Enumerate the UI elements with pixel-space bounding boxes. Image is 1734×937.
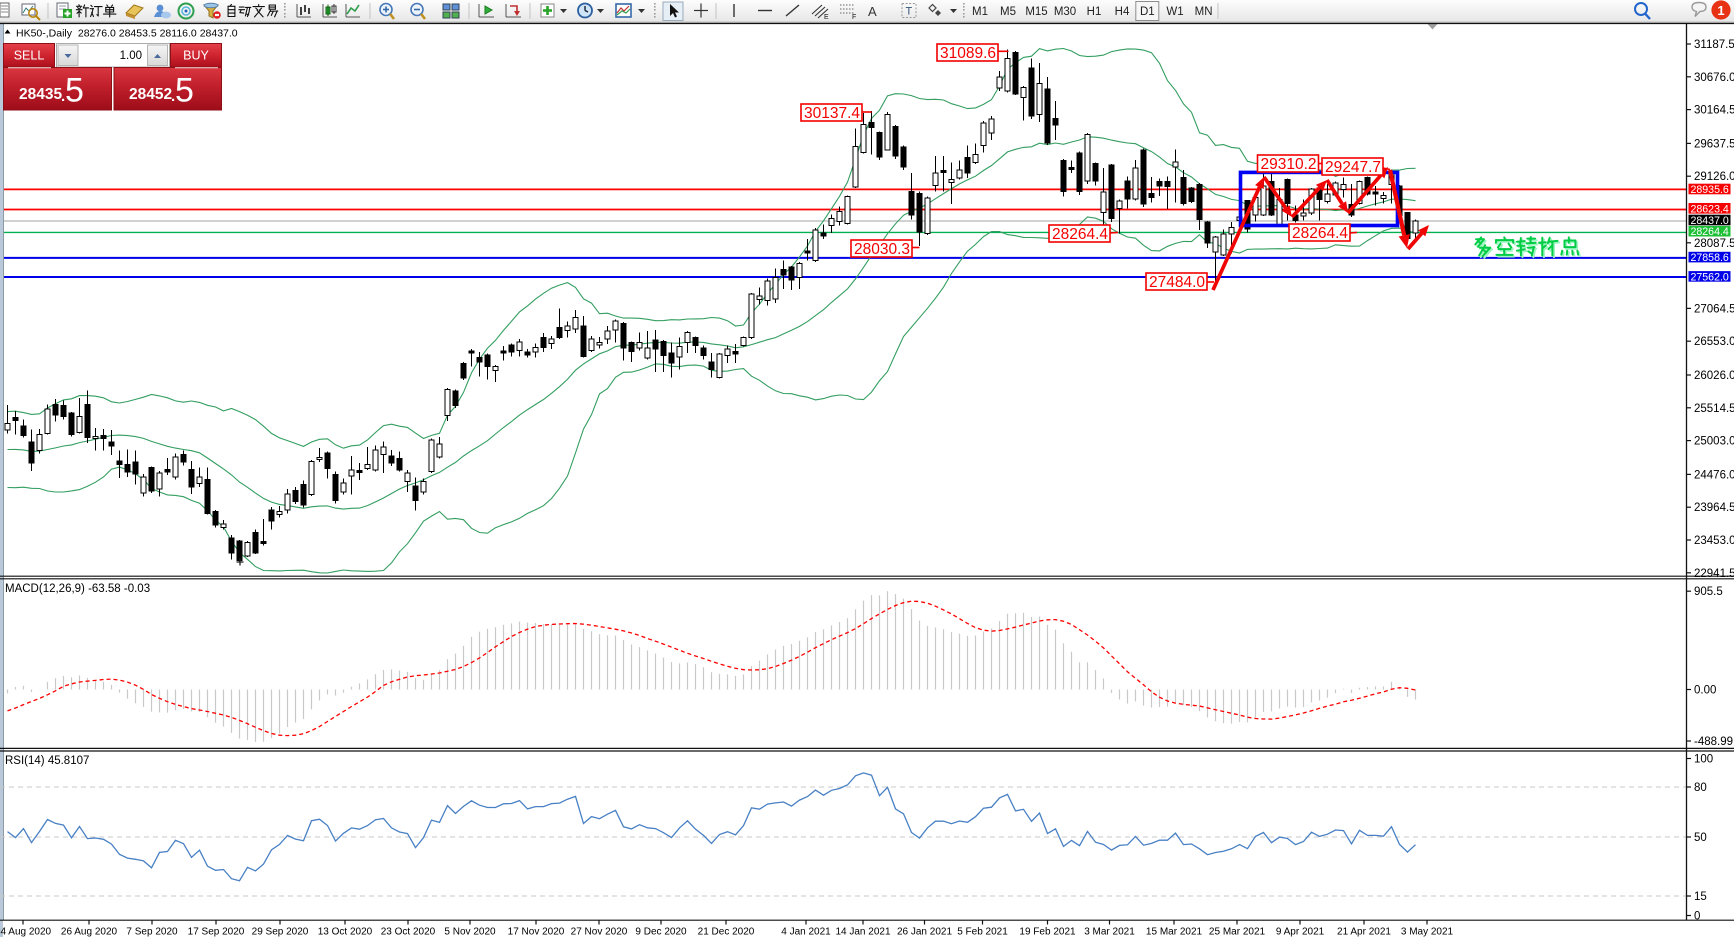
svg-text:M15: M15 (1025, 6, 1047, 18)
svg-text:.: . (171, 88, 175, 105)
svg-text:.: . (61, 88, 65, 105)
svg-text:29247.7: 29247.7 (1325, 159, 1381, 176)
svg-text:23 Oct 2020: 23 Oct 2020 (381, 927, 436, 937)
svg-text:3 May 2021: 3 May 2021 (1401, 927, 1454, 937)
svg-text:27562.0: 27562.0 (1691, 271, 1729, 283)
svg-text:31187.5: 31187.5 (1694, 39, 1734, 51)
svg-text:23964.5: 23964.5 (1694, 502, 1734, 514)
svg-text:28437.0: 28437.0 (1691, 215, 1729, 227)
svg-text:21 Apr 2021: 21 Apr 2021 (1337, 927, 1391, 937)
svg-text:29637.5: 29637.5 (1694, 138, 1734, 150)
svg-text:29126.0: 29126.0 (1694, 171, 1734, 183)
svg-text:5 Nov 2020: 5 Nov 2020 (444, 927, 496, 937)
svg-text:T: T (906, 6, 913, 18)
svg-text:BUY: BUY (183, 49, 209, 63)
svg-text:9 Dec 2020: 9 Dec 2020 (635, 927, 687, 937)
svg-text:14 Jan 2021: 14 Jan 2021 (835, 927, 890, 937)
svg-text:23453.0: 23453.0 (1694, 535, 1734, 547)
svg-text:9 Apr 2021: 9 Apr 2021 (1276, 927, 1325, 937)
svg-text:M5: M5 (1000, 6, 1016, 18)
svg-text:28264.4: 28264.4 (1691, 226, 1729, 238)
svg-text:24476.0: 24476.0 (1694, 469, 1734, 481)
svg-text:31089.6: 31089.6 (940, 45, 996, 62)
svg-text:100: 100 (1694, 754, 1713, 766)
svg-text:H1: H1 (1087, 6, 1102, 18)
svg-text:25514.5: 25514.5 (1694, 403, 1734, 415)
svg-text:27 Nov 2020: 27 Nov 2020 (571, 927, 628, 937)
svg-text:A: A (868, 4, 877, 19)
svg-text:30137.4: 30137.4 (804, 105, 860, 122)
svg-text:27064.5: 27064.5 (1694, 303, 1734, 315)
svg-text:19 Feb 2021: 19 Feb 2021 (1019, 927, 1076, 937)
svg-text:25 Mar 2021: 25 Mar 2021 (1209, 927, 1266, 937)
svg-text:MACD(12,26,9) -63.58 -0.03: MACD(12,26,9) -63.58 -0.03 (5, 583, 150, 595)
svg-text:17 Nov 2020: 17 Nov 2020 (508, 927, 565, 937)
svg-text:28030.3: 28030.3 (854, 241, 910, 258)
svg-text:5: 5 (175, 72, 194, 110)
svg-text:30164.5: 30164.5 (1694, 105, 1734, 117)
svg-text:26553.0: 26553.0 (1694, 336, 1734, 348)
svg-text:28452: 28452 (129, 86, 172, 103)
svg-text:SELL: SELL (14, 49, 45, 63)
svg-text:30676.0: 30676.0 (1694, 72, 1734, 84)
svg-text:M1: M1 (972, 6, 988, 18)
svg-text:0.00: 0.00 (1694, 685, 1716, 697)
svg-text:26 Aug 2020: 26 Aug 2020 (61, 927, 118, 937)
svg-text:HK50-,Daily 28276.0 28453.5 2: HK50-,Daily 28276.0 28453.5 28116.0 2843… (16, 28, 238, 40)
svg-text:29 Sep 2020: 29 Sep 2020 (252, 927, 309, 937)
svg-text:26 Jan 2021: 26 Jan 2021 (897, 927, 952, 937)
svg-text:905.5: 905.5 (1694, 586, 1723, 598)
svg-text:3 Mar 2021: 3 Mar 2021 (1084, 927, 1135, 937)
svg-text:D1: D1 (1140, 6, 1155, 18)
svg-text:25003.0: 25003.0 (1694, 436, 1734, 448)
svg-text:26026.0: 26026.0 (1694, 370, 1734, 382)
svg-text:7 Sep 2020: 7 Sep 2020 (126, 927, 178, 937)
svg-text:15: 15 (1694, 891, 1707, 903)
svg-text:-488.99: -488.99 (1694, 736, 1733, 748)
svg-text:80: 80 (1694, 782, 1707, 794)
svg-text:27484.0: 27484.0 (1149, 274, 1205, 291)
svg-text:0: 0 (1694, 911, 1700, 923)
svg-text:29310.2: 29310.2 (1261, 156, 1317, 173)
svg-text:E: E (824, 14, 829, 21)
svg-text:13 Oct 2020: 13 Oct 2020 (318, 927, 373, 937)
svg-text:15 Mar 2021: 15 Mar 2021 (1146, 927, 1203, 937)
svg-text:28435: 28435 (19, 86, 62, 103)
svg-text:F: F (852, 14, 856, 21)
svg-text:28087.5: 28087.5 (1694, 238, 1734, 250)
svg-text:50: 50 (1694, 832, 1707, 844)
svg-text:21 Dec 2020: 21 Dec 2020 (698, 927, 755, 937)
svg-text:5 Feb 2021: 5 Feb 2021 (957, 927, 1008, 937)
svg-text:W1: W1 (1166, 6, 1183, 18)
svg-text:1: 1 (1717, 3, 1724, 18)
svg-text:28935.6: 28935.6 (1691, 184, 1729, 196)
svg-text:28264.4: 28264.4 (1052, 226, 1108, 243)
svg-text:M30: M30 (1054, 6, 1076, 18)
svg-text:1.00: 1.00 (120, 50, 142, 62)
svg-text:MN: MN (1195, 6, 1213, 18)
svg-text:28264.4: 28264.4 (1292, 225, 1348, 242)
svg-text:5: 5 (65, 72, 84, 110)
svg-text:14 Aug 2020: 14 Aug 2020 (0, 927, 52, 937)
svg-text:27858.6: 27858.6 (1691, 252, 1729, 264)
svg-text:RSI(14) 45.8107: RSI(14) 45.8107 (5, 755, 89, 767)
svg-text:22941.5: 22941.5 (1694, 568, 1734, 580)
svg-text:H4: H4 (1115, 6, 1130, 18)
svg-text:4 Jan 2021: 4 Jan 2021 (781, 927, 831, 937)
svg-text:17 Sep 2020: 17 Sep 2020 (188, 927, 245, 937)
svg-text:28623.4: 28623.4 (1691, 203, 1729, 215)
